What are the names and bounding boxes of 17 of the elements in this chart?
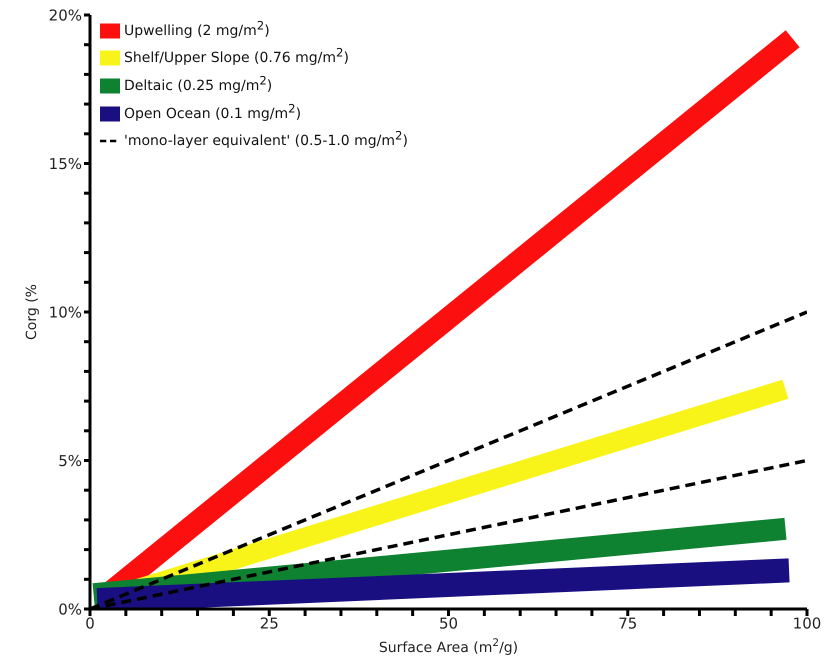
x-tick-label: 75 <box>618 614 638 633</box>
x-tick-label: 25 <box>260 614 279 633</box>
x-tick-label: 0 <box>85 614 95 633</box>
legend-label: Deltaic (0.25 mg/m$^{2}$) <box>124 73 272 94</box>
y-tick-label: 20% <box>48 6 82 24</box>
legend-label: Upwelling (2 mg/m$^{2}$) <box>124 18 270 39</box>
legend-label: Open Ocean (0.1 mg/m$^{2}$) <box>124 100 302 122</box>
y-tick-label: 5% <box>58 452 82 470</box>
legend-label: 'mono-layer equivalent' (0.5-1.0 mg/m$^{2}$) <box>124 128 408 150</box>
y-tick-label: 0% <box>58 600 82 618</box>
x-axis-title: Surface Area (m$^{2}$/g) <box>378 637 518 656</box>
y-tick-label: 15% <box>48 154 82 173</box>
legend-label: Shelf/Upper Slope (0.76 mg/m$^{2}$) <box>124 46 349 66</box>
y-tick-label: 10% <box>48 303 82 322</box>
x-tick-label: 50 <box>438 614 458 633</box>
y-axis-title: Corg (% <box>24 284 40 340</box>
x-tick-label: 100 <box>792 614 822 633</box>
